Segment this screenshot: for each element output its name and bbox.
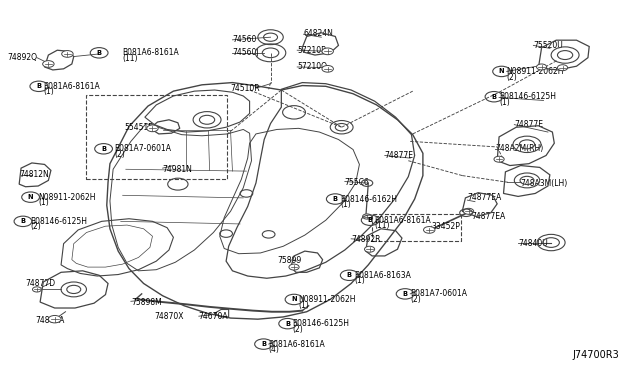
- Text: 74877EA: 74877EA: [467, 193, 502, 202]
- Text: 74510R: 74510R: [230, 84, 260, 93]
- Text: B: B: [368, 217, 372, 223]
- Text: 748A2M(RH): 748A2M(RH): [495, 144, 543, 153]
- Text: N: N: [499, 68, 504, 74]
- Text: (2): (2): [507, 73, 518, 81]
- Text: N: N: [291, 296, 297, 302]
- Text: 55451P: 55451P: [125, 123, 154, 132]
- Text: B081A6-8161A: B081A6-8161A: [269, 340, 325, 349]
- Text: B: B: [20, 218, 26, 224]
- Text: 74670A: 74670A: [199, 312, 228, 321]
- Circle shape: [363, 214, 371, 219]
- Text: (2): (2): [115, 150, 125, 159]
- Text: B: B: [285, 321, 290, 327]
- Text: B081A6-8161A: B081A6-8161A: [44, 82, 100, 91]
- Circle shape: [61, 51, 73, 57]
- Text: 74870X: 74870X: [154, 312, 184, 321]
- Circle shape: [365, 246, 374, 252]
- Text: (11): (11): [374, 221, 390, 230]
- Circle shape: [424, 227, 435, 233]
- Circle shape: [536, 64, 547, 70]
- Text: 75898M: 75898M: [131, 298, 162, 307]
- Text: 74981N: 74981N: [163, 165, 193, 174]
- Text: 74877E: 74877E: [385, 151, 414, 160]
- Text: (2): (2): [31, 222, 42, 231]
- Text: 74840U: 74840U: [518, 239, 548, 248]
- Text: N08911-2062H: N08911-2062H: [507, 67, 564, 76]
- Text: (1): (1): [340, 200, 351, 209]
- Circle shape: [463, 208, 474, 214]
- Text: 74877EA: 74877EA: [472, 212, 506, 221]
- Text: 74877E: 74877E: [515, 120, 543, 129]
- Circle shape: [33, 287, 42, 292]
- Text: B081A7-0601A: B081A7-0601A: [115, 144, 172, 153]
- Circle shape: [49, 315, 61, 323]
- Text: B081A6-8161A: B081A6-8161A: [374, 216, 431, 225]
- Text: (2): (2): [292, 325, 303, 334]
- Text: N: N: [28, 194, 33, 200]
- Text: B: B: [403, 291, 408, 297]
- Text: (1): (1): [499, 98, 510, 107]
- Text: (4): (4): [269, 345, 280, 354]
- Circle shape: [322, 48, 333, 55]
- Text: 57210R: 57210R: [297, 46, 326, 55]
- Circle shape: [557, 65, 568, 71]
- Text: (1): (1): [355, 276, 365, 285]
- Text: B: B: [36, 83, 42, 89]
- Text: (2): (2): [410, 295, 421, 304]
- Text: B: B: [261, 341, 266, 347]
- Text: B081A6-8163A: B081A6-8163A: [355, 271, 412, 280]
- Circle shape: [43, 61, 54, 67]
- Text: (1): (1): [298, 301, 309, 310]
- Text: 57210Q: 57210Q: [297, 62, 327, 71]
- Text: B: B: [492, 94, 497, 100]
- Circle shape: [147, 125, 158, 132]
- Text: 74560J: 74560J: [232, 48, 259, 57]
- Text: B08146-6162H: B08146-6162H: [340, 195, 397, 203]
- Text: 64824N: 64824N: [303, 29, 333, 38]
- Text: B: B: [347, 272, 352, 278]
- Text: 74877D: 74877D: [26, 279, 56, 288]
- Text: 74812N: 74812N: [19, 170, 49, 179]
- Circle shape: [289, 264, 299, 270]
- Text: N08911-2062H: N08911-2062H: [38, 193, 96, 202]
- Text: N08911-2062H: N08911-2062H: [298, 295, 356, 304]
- Text: 74892Q: 74892Q: [7, 53, 37, 62]
- Text: B081A7-0601A: B081A7-0601A: [410, 289, 467, 298]
- Text: B08146-6125H: B08146-6125H: [292, 319, 349, 328]
- Text: 748A3M(LH): 748A3M(LH): [521, 179, 568, 187]
- Text: (1): (1): [38, 198, 49, 207]
- Bar: [86, 95, 227, 179]
- Text: 74892R: 74892R: [351, 235, 381, 244]
- Circle shape: [322, 65, 333, 72]
- Text: 755C6: 755C6: [345, 178, 369, 187]
- Bar: [372, 214, 461, 241]
- Text: 74560: 74560: [232, 35, 257, 44]
- Text: J74700R3: J74700R3: [573, 350, 620, 360]
- Circle shape: [494, 156, 504, 162]
- Text: B: B: [101, 146, 106, 152]
- Text: B08146-6125H: B08146-6125H: [499, 92, 556, 101]
- Text: B081A6-8161A: B081A6-8161A: [123, 48, 179, 57]
- Text: 75899: 75899: [277, 256, 301, 265]
- Text: (11): (11): [123, 54, 138, 63]
- Text: B08146-6125H: B08146-6125H: [31, 217, 88, 226]
- Text: 75520U: 75520U: [533, 41, 563, 50]
- Text: 74862A: 74862A: [36, 316, 65, 325]
- Text: (1): (1): [44, 87, 54, 96]
- Text: 33452P: 33452P: [432, 222, 461, 231]
- Text: B: B: [333, 196, 338, 202]
- Text: B: B: [97, 50, 102, 56]
